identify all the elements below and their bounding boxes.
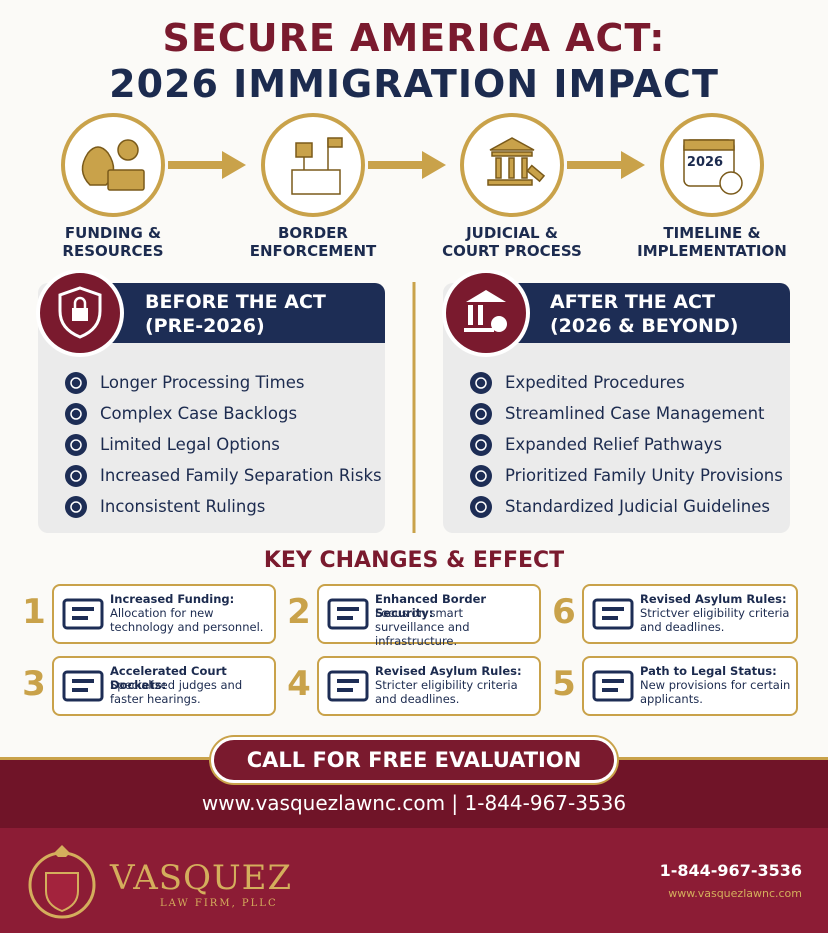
footer (0, 828, 828, 933)
after-header: AFTER THE ACT (2026 & BEYOND) (500, 283, 790, 343)
step-label: TIMELINE & (663, 224, 761, 242)
step-label: COURT PROCESS (442, 242, 582, 260)
bullet-icon (470, 372, 492, 394)
change-card: Revised Asylum Rules: Stricter eligibilit… (317, 656, 541, 716)
step-icons: 2026 (61, 113, 764, 217)
step-label: BORDER (278, 224, 348, 242)
bullet-icon (65, 496, 87, 518)
change-card: Path to Legal Status: New provisions for … (582, 656, 798, 716)
list-item: Expedited Procedures (505, 373, 685, 392)
list-item: Inconsistent Rulings (100, 497, 266, 516)
panel-decor (36, 270, 530, 533)
bullet-glyph (475, 501, 487, 513)
card-heading: Revised Asylum Rules: (375, 664, 522, 678)
bullet-icon (65, 434, 87, 456)
card-number: 1 (22, 592, 46, 632)
bullet-icon (470, 465, 492, 487)
change-card: Accelerated Court Dockets: Specialized ju… (52, 656, 276, 716)
section-title: KEY CHANGES & EFFECT (263, 548, 565, 573)
list-item: Complex Case Backlogs (100, 404, 298, 423)
step-label: FUNDING & (64, 224, 162, 242)
change-card: Revised Asylum Rules: Strictver eligibili… (582, 584, 798, 644)
card-number: 4 (287, 664, 311, 704)
card-text: Focus on smart surveillance and infrastr… (375, 606, 470, 648)
bullet-glyph (475, 470, 487, 482)
footer-phone[interactable]: 1-844-967-3536 (659, 861, 802, 880)
card-heading: Enhanced Border Security: (375, 592, 487, 620)
step-label: IMPLEMENTATION (637, 242, 787, 260)
card-heading: Increased Funding: (110, 592, 235, 606)
cta-contact[interactable]: www.vasquezlawnc.com | 1-844-967-3536 (201, 791, 627, 815)
bullet-glyph (475, 377, 487, 389)
calendar-year: 2026 (687, 155, 723, 170)
bullet-icon (65, 465, 87, 487)
change-card: Enhanced Border Security: Focus on smart … (317, 584, 541, 648)
list-item: Standardized Judicial Guidelines (505, 497, 770, 516)
card-icon (62, 598, 104, 630)
step-label: JUDICIAL & (466, 224, 558, 242)
title-line: SECURE AMERICA ACT: (162, 16, 666, 60)
change-card: Increased Funding: Allocation for new tec… (52, 584, 276, 644)
bullet-glyph (70, 470, 82, 482)
list-item: Streamlined Case Management (505, 404, 765, 423)
step-label: RESOURCES (62, 242, 164, 260)
card-number: 2 (287, 592, 311, 632)
panel-title: AFTER THE ACT (550, 291, 715, 313)
list-item: Expanded Relief Pathways (505, 435, 723, 454)
list-item: Longer Processing Times (100, 373, 305, 392)
bullet-glyph (475, 408, 487, 420)
card-text: Specialized judges and faster hearings. (110, 678, 243, 706)
card-heading: Accelerated Court Dockets: (110, 664, 227, 692)
list-item: Prioritized Family Unity Provisions (505, 466, 783, 485)
bullet-icon (65, 403, 87, 425)
bullet-glyph (70, 377, 82, 389)
list-item: Increased Family Separation Risks (100, 466, 382, 485)
title-line: 2026 IMMIGRATION IMPACT (109, 62, 719, 106)
bullet-icon (65, 372, 87, 394)
panel-title: BEFORE THE ACT (145, 291, 326, 313)
bullet-glyph (70, 501, 82, 513)
logo-emblem (28, 845, 96, 919)
panel-title: (2026 & BEYOND) (550, 315, 739, 337)
panel-title: (PRE-2026) (145, 315, 265, 337)
cta-button[interactable]: CALL FOR FREE EVALUATION (211, 737, 617, 783)
card-heading: Revised Asylum Rules: (640, 592, 787, 606)
bullet-icon (470, 496, 492, 518)
card-text: Strictver eligibility criteria and deadl… (640, 606, 790, 634)
bullet-icon (470, 403, 492, 425)
bullet-icon (470, 434, 492, 456)
card-icon (592, 670, 634, 702)
footer-website[interactable]: www.vasquezlawnc.com (668, 887, 802, 900)
card-icon (62, 670, 104, 702)
card-icon (327, 670, 369, 702)
card-text: Allocation for new technology and person… (110, 606, 264, 634)
bullet-glyph (475, 439, 487, 451)
card-heading: Path to Legal Status: (640, 664, 777, 678)
before-panel: BEFORE THE ACT (PRE-2026) (38, 283, 385, 533)
bullet-glyph (70, 408, 82, 420)
logo-name: VASQUEZ (110, 858, 293, 898)
list-item: Limited Legal Options (100, 435, 280, 454)
card-text: Stricter eligibility criteria and deadli… (375, 678, 518, 706)
logo-sub: LAW FIRM, PLLC (160, 898, 278, 909)
before-header: BEFORE THE ACT (PRE-2026) (95, 283, 385, 343)
card-icon (327, 598, 369, 630)
card-number: 3 (22, 664, 46, 704)
card-number: 5 (552, 664, 576, 704)
card-text: New provisions for certain applicants. (640, 678, 791, 706)
card-number: 6 (552, 592, 576, 632)
step-label: ENFORCEMENT (249, 242, 377, 260)
bullet-glyph (70, 439, 82, 451)
card-icon (592, 598, 634, 630)
